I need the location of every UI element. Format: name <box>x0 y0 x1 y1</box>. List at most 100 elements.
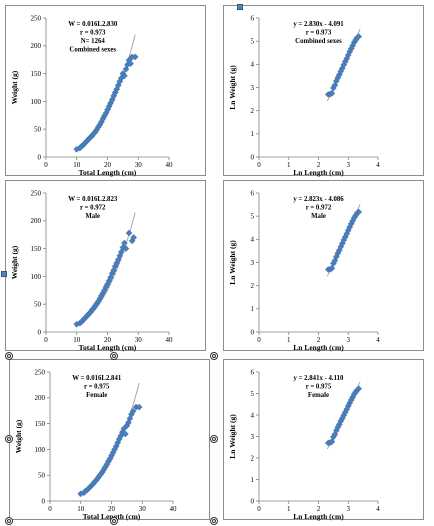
circle-selection-handle-icon[interactable] <box>110 352 118 360</box>
y-tick-label: 100 <box>31 273 42 281</box>
annotation-line: r = 0.973 <box>306 30 332 37</box>
x-tick-label: 1 <box>287 336 291 344</box>
x-tick-label: 4 <box>376 336 380 344</box>
x-tick-label: 40 <box>166 336 174 344</box>
y-axis-title: Ln Weight (g) <box>228 240 237 285</box>
annotation-line: Male <box>85 213 100 220</box>
y-tick-label: 100 <box>31 98 42 106</box>
chart-svg: 0 50 100 150 200 250 0 10 20 30 40 Total Length (cm… <box>14 368 178 521</box>
annotation-line: r = 0.975 <box>84 384 110 391</box>
y-axis-title: Ln Weight (g) <box>228 414 237 459</box>
y-tick-label: 200 <box>31 42 42 50</box>
y-tick-label: 2 <box>251 282 255 290</box>
chart-panel-weight-length-male[interactable]: 0 50 100 150 200 250 0 10 20 30 40 Total Length (cm… <box>5 180 206 352</box>
chart-panel-ln-weight-length-female[interactable]: 0 1 2 3 4 5 6 0 1 2 3 4 Ln Length (cm) Ln Weight (g) y… <box>223 359 424 521</box>
x-axis-title: Ln Length (cm) <box>293 343 344 352</box>
y-tick-label: 0 <box>251 497 255 505</box>
trendline <box>74 212 136 328</box>
data-point <box>135 403 143 411</box>
circle-selection-handle-icon[interactable] <box>210 517 218 525</box>
y-axis-title: Ln Weight (g) <box>228 65 237 110</box>
annotation-line: W = 0.016L2.823 <box>68 196 118 203</box>
circle-selection-handle-icon[interactable] <box>5 435 13 443</box>
y-tick-label: 200 <box>35 394 46 402</box>
circle-selection-handle-icon[interactable] <box>210 435 218 443</box>
y-tick-label: 100 <box>35 446 46 454</box>
annotation-line: N= 1264 <box>81 38 106 45</box>
trendline <box>78 382 140 497</box>
x-axis-title: Total Length (cm) <box>79 343 137 352</box>
y-tick-label: 6 <box>251 368 255 376</box>
x-axis-title: Total Length (cm) <box>79 168 137 177</box>
x-tick-label: 20 <box>104 336 112 344</box>
data-point <box>121 239 128 247</box>
annotation-line: Combined sexes <box>69 47 116 54</box>
annotation-line: r = 0.973 <box>80 30 106 37</box>
y-tick-label: 150 <box>35 420 46 428</box>
y-tick-label: 150 <box>31 245 42 253</box>
annotation-line: Male <box>311 213 326 220</box>
x-axis-title: Ln Length (cm) <box>293 168 344 177</box>
data-point <box>114 81 122 89</box>
x-axis-title: Total Length (cm) <box>83 512 141 521</box>
data-point <box>355 385 363 393</box>
x-tick-label: 3 <box>347 161 351 169</box>
chart-panel-ln-weight-length-male[interactable]: 0 1 2 3 4 5 6 0 1 2 3 4 Ln Length (cm) Ln Weight (g) y… <box>223 180 424 352</box>
chart-panel-weight-length-combined[interactable]: 0 50 100 150 200 250 0 10 20 30 40 Total Length (cm… <box>5 5 206 177</box>
annotation-line: y = 2.830x - 4.091 <box>293 21 344 28</box>
data-point <box>131 53 139 61</box>
y-tick-label: 6 <box>251 189 255 197</box>
x-tick-label: 2 <box>317 336 321 344</box>
y-tick-label: 4 <box>251 411 255 419</box>
x-tick-label: 2 <box>317 161 321 169</box>
y-axis-title: Weight (g) <box>10 70 19 104</box>
annotation-line: W = 0.016L2.841 <box>72 375 122 382</box>
circle-selection-handle-icon[interactable] <box>5 352 13 360</box>
x-tick-label: 0 <box>257 161 261 169</box>
chart-panel-ln-weight-length-combined[interactable]: 0 1 2 3 4 5 6 0 1 2 3 4 Ln Length (cm) Ln Weight (g) y… <box>223 5 424 177</box>
x-tick-label: 0 <box>44 161 48 169</box>
chart-panel-weight-length-female[interactable]: 0 50 100 150 200 250 0 10 20 30 40 Total Length (cm… <box>9 359 210 521</box>
x-tick-label: 40 <box>166 161 174 169</box>
y-axis-title: Weight (g) <box>14 419 23 453</box>
x-tick-label: 20 <box>108 505 116 513</box>
x-tick-label: 0 <box>257 505 261 513</box>
x-tick-label: 10 <box>73 336 81 344</box>
y-tick-label: 250 <box>31 14 42 22</box>
data-point <box>355 208 363 216</box>
x-axis-title: Ln Length (cm) <box>293 512 344 521</box>
y-tick-label: 150 <box>31 70 42 78</box>
y-tick-label: 50 <box>38 472 46 480</box>
chart-svg: 0 1 2 3 4 5 6 0 1 2 3 4 Ln Length (cm) Ln Weight (g) y… <box>228 14 380 177</box>
x-tick-label: 40 <box>170 505 178 513</box>
y-tick-label: 6 <box>251 14 255 22</box>
y-axis-title: Weight (g) <box>10 245 19 279</box>
chart-svg: 0 50 100 150 200 250 0 10 20 30 40 Total Length (cm… <box>10 14 174 177</box>
annotation-line: y = 2.841x - 4.110 <box>294 375 345 382</box>
annotation-line: r = 0.972 <box>80 205 106 212</box>
x-tick-label: 4 <box>376 161 380 169</box>
x-tick-label: 0 <box>44 336 48 344</box>
data-point <box>121 72 128 80</box>
x-tick-label: 30 <box>139 505 147 513</box>
y-tick-label: 4 <box>251 236 255 244</box>
y-tick-label: 1 <box>251 130 255 138</box>
circle-selection-handle-icon[interactable] <box>210 352 218 360</box>
data-point <box>122 65 130 73</box>
y-tick-label: 0 <box>251 153 255 161</box>
annotation-line: r = 0.975 <box>306 384 332 391</box>
circle-selection-handle-icon[interactable] <box>5 517 13 525</box>
square-selection-handle-icon[interactable] <box>237 4 243 10</box>
square-selection-handle-icon[interactable] <box>1 271 7 277</box>
data-point <box>127 60 134 67</box>
y-tick-label: 200 <box>31 217 42 225</box>
x-tick-label: 10 <box>77 505 85 513</box>
x-tick-label: 30 <box>135 161 143 169</box>
annotation-line: Female <box>308 392 329 399</box>
x-tick-label: 0 <box>257 336 261 344</box>
x-tick-label: 2 <box>317 505 321 513</box>
circle-selection-handle-icon[interactable] <box>110 517 118 525</box>
data-point <box>114 256 122 264</box>
data-point <box>129 407 137 415</box>
annotation-line: r = 0.972 <box>306 205 332 212</box>
